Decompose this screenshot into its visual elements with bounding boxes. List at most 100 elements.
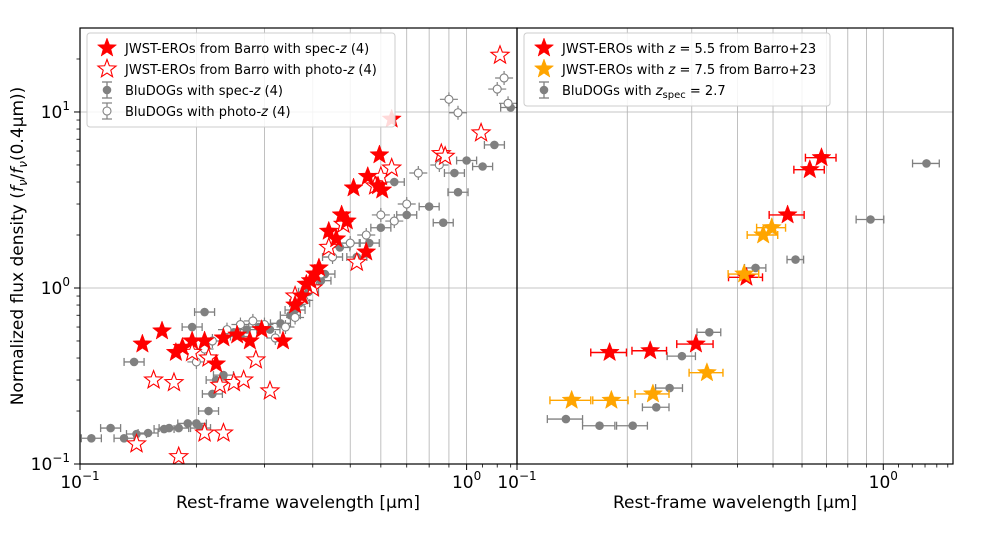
series-circle-filled-err: [546, 159, 940, 431]
left-x-axis-label: Rest-frame wavelength [μm]: [176, 493, 420, 513]
star-point: [642, 383, 664, 403]
star-point: [343, 177, 364, 197]
circle-point: [922, 159, 931, 168]
star-point: [205, 353, 227, 373]
right-x-axis-label: Rest-frame wavelength [μm]: [613, 493, 857, 513]
star-point: [696, 362, 718, 382]
open-star-point: [489, 44, 511, 65]
circle-point: [478, 162, 487, 171]
legend-box: [523, 32, 831, 107]
legend-entry: JWST-EROs with z = 5.5 from Barro+23: [533, 37, 816, 57]
star-point: [151, 320, 173, 340]
open-star-point: [259, 379, 281, 400]
open-circle-point: [413, 168, 423, 178]
star-point: [226, 324, 248, 344]
star-point: [132, 333, 153, 353]
legend-star-icon: [533, 58, 555, 78]
open-circle-point: [503, 98, 513, 108]
circle-point: [204, 406, 213, 416]
star-point: [284, 294, 306, 314]
open-circle-point: [499, 73, 509, 83]
open-circle-point: [444, 94, 454, 104]
star-point: [369, 144, 390, 164]
open-circle-point: [235, 319, 245, 330]
right-axes-frame: [516, 27, 954, 465]
circle-point: [219, 370, 228, 380]
series-circle-filled-err: [80, 103, 517, 443]
star-point: [761, 217, 782, 237]
circle-point: [200, 307, 209, 317]
open-circle-point: [248, 316, 258, 326]
circle-point: [438, 218, 448, 227]
open-star-point: [212, 421, 234, 442]
star-point: [194, 330, 215, 350]
legend-entry: JWST-EROs from Barro with photo-z (4): [96, 57, 377, 78]
left-panel: 10−1 100 10−1 100 101 Rest-frame wavelength …: [31, 27, 518, 513]
open-star-point: [125, 432, 148, 453]
open-star-point: [233, 368, 255, 389]
open-circle-point: [361, 230, 371, 240]
circle-point: [376, 223, 386, 233]
y-axis-label: Normalized flux density (fν/fν(0.4μm)): [8, 87, 30, 406]
star-point: [799, 158, 820, 179]
star-point: [356, 241, 377, 261]
x-tick-label: 10−1: [497, 469, 536, 493]
open-star-point: [245, 348, 267, 369]
star-point: [733, 263, 755, 283]
circle-point: [677, 351, 687, 361]
circle-point: [665, 383, 674, 393]
legend-entry: JWST-EROs with z = 7.5 from Barro+23: [533, 58, 816, 78]
circle-point: [389, 177, 399, 187]
legend-label: JWST-EROs from Barro with photo-z (4): [124, 63, 377, 78]
open-circle-point: [402, 199, 412, 209]
circle-point: [143, 428, 153, 438]
right-legend: JWST-EROs with z = 5.5 from Barro+23 JWST…: [523, 32, 831, 107]
open-star-point: [434, 145, 456, 166]
legend-entry: BluDOGs with photo-z (4): [102, 102, 291, 120]
legend-circle-icon: [102, 85, 112, 95]
star-point: [239, 330, 261, 350]
legend-open-circle-icon: [102, 106, 112, 116]
y-tick-label: 101: [41, 99, 70, 123]
legend-label: BluDOGs with spec-z (4): [125, 84, 283, 99]
legend-star-icon: [96, 37, 118, 57]
open-circle-point: [345, 238, 355, 248]
series-star-filled: [549, 217, 787, 409]
circle-point: [561, 414, 571, 424]
open-circle-point: [492, 84, 502, 94]
right-ticks: 10−1 100: [497, 464, 949, 493]
circle-point: [453, 187, 463, 197]
legend-entry: BluDOGs with spec-z (4): [102, 81, 283, 99]
star-point: [308, 257, 330, 277]
legend-label: JWST-EROs with z = 5.5 from Barro+23: [561, 42, 816, 57]
circle-point: [595, 421, 604, 431]
circle-point: [106, 423, 115, 433]
star-point: [777, 204, 798, 224]
star-point: [357, 165, 378, 186]
circle-point: [450, 168, 459, 178]
star-point: [291, 285, 313, 305]
legend-box: [86, 32, 396, 128]
star-point: [599, 341, 620, 362]
star-point: [251, 318, 272, 339]
open-star-point: [381, 157, 403, 178]
open-circle-point: [376, 210, 386, 220]
open-star-point: [168, 445, 190, 464]
star-point: [213, 327, 234, 347]
open-circle-point: [389, 216, 399, 226]
y-tick-label: 100: [41, 275, 70, 299]
open-star-point: [318, 236, 340, 257]
open-star-point: [194, 421, 216, 442]
left-legend: JWST-EROs from Barro with spec-z (4) JWST…: [86, 32, 396, 128]
circle-point: [402, 210, 412, 220]
circle-point: [705, 328, 714, 337]
star-point: [685, 333, 707, 353]
circle-point: [490, 140, 499, 150]
x-tick-label: 10−1: [60, 469, 99, 493]
circle-point: [462, 156, 471, 165]
circle-point: [628, 421, 638, 431]
circle-point: [791, 255, 800, 264]
star-point: [561, 389, 582, 409]
star-point: [639, 340, 661, 360]
